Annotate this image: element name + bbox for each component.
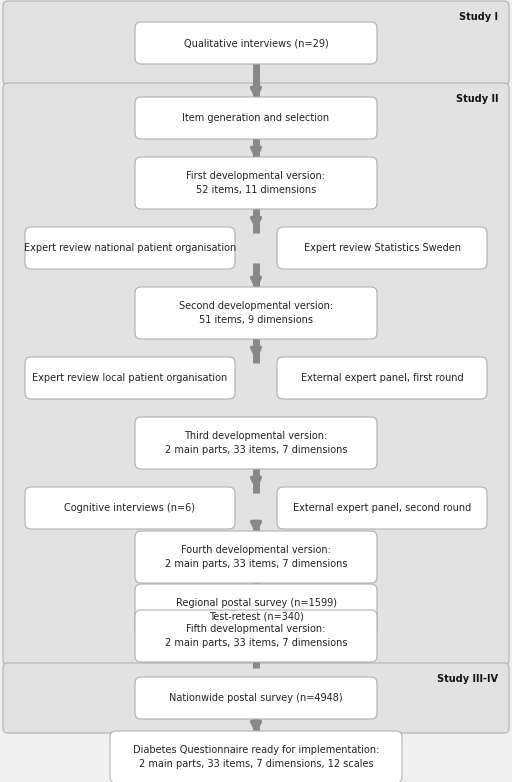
Text: Regional postal survey (n=1599)
Test-retest (n=340): Regional postal survey (n=1599) Test-ret… [176, 598, 336, 622]
Text: Expert review local patient organisation: Expert review local patient organisation [32, 373, 228, 383]
Text: First developmental version:
52 items, 11 dimensions: First developmental version: 52 items, 1… [186, 171, 326, 195]
Text: Second developmental version:
51 items, 9 dimensions: Second developmental version: 51 items, … [179, 301, 333, 325]
FancyBboxPatch shape [110, 731, 402, 782]
FancyBboxPatch shape [135, 22, 377, 64]
FancyBboxPatch shape [135, 531, 377, 583]
Text: Cognitive interviews (n=6): Cognitive interviews (n=6) [65, 503, 196, 513]
FancyBboxPatch shape [277, 487, 487, 529]
Text: Expert review Statistics Sweden: Expert review Statistics Sweden [304, 243, 460, 253]
Text: Fifth developmental version:
2 main parts, 33 items, 7 dimensions: Fifth developmental version: 2 main part… [165, 624, 347, 647]
Text: Qualitative interviews (n=29): Qualitative interviews (n=29) [184, 38, 328, 48]
FancyBboxPatch shape [135, 417, 377, 469]
Text: Item generation and selection: Item generation and selection [182, 113, 330, 123]
Text: Study II: Study II [456, 94, 498, 104]
FancyBboxPatch shape [135, 157, 377, 209]
Text: Expert review national patient organisation: Expert review national patient organisat… [24, 243, 236, 253]
FancyBboxPatch shape [3, 83, 509, 665]
FancyBboxPatch shape [135, 287, 377, 339]
Text: Third developmental version:
2 main parts, 33 items, 7 dimensions: Third developmental version: 2 main part… [165, 432, 347, 454]
Text: External expert panel, second round: External expert panel, second round [293, 503, 471, 513]
FancyBboxPatch shape [135, 677, 377, 719]
Text: External expert panel, first round: External expert panel, first round [301, 373, 463, 383]
Text: Fourth developmental version:
2 main parts, 33 items, 7 dimensions: Fourth developmental version: 2 main par… [165, 545, 347, 569]
FancyBboxPatch shape [3, 663, 509, 733]
FancyBboxPatch shape [135, 610, 377, 662]
FancyBboxPatch shape [25, 357, 235, 399]
Text: Diabetes Questionnaire ready for implementation:
2 main parts, 33 items, 7 dimen: Diabetes Questionnaire ready for impleme… [133, 745, 379, 769]
FancyBboxPatch shape [277, 357, 487, 399]
FancyBboxPatch shape [277, 227, 487, 269]
Text: Nationwide postal survey (n=4948): Nationwide postal survey (n=4948) [169, 693, 343, 703]
FancyBboxPatch shape [25, 487, 235, 529]
Text: Study III-IV: Study III-IV [437, 674, 498, 684]
FancyBboxPatch shape [25, 227, 235, 269]
Text: Study I: Study I [459, 12, 498, 22]
FancyBboxPatch shape [135, 97, 377, 139]
FancyBboxPatch shape [3, 1, 509, 85]
FancyBboxPatch shape [135, 584, 377, 636]
